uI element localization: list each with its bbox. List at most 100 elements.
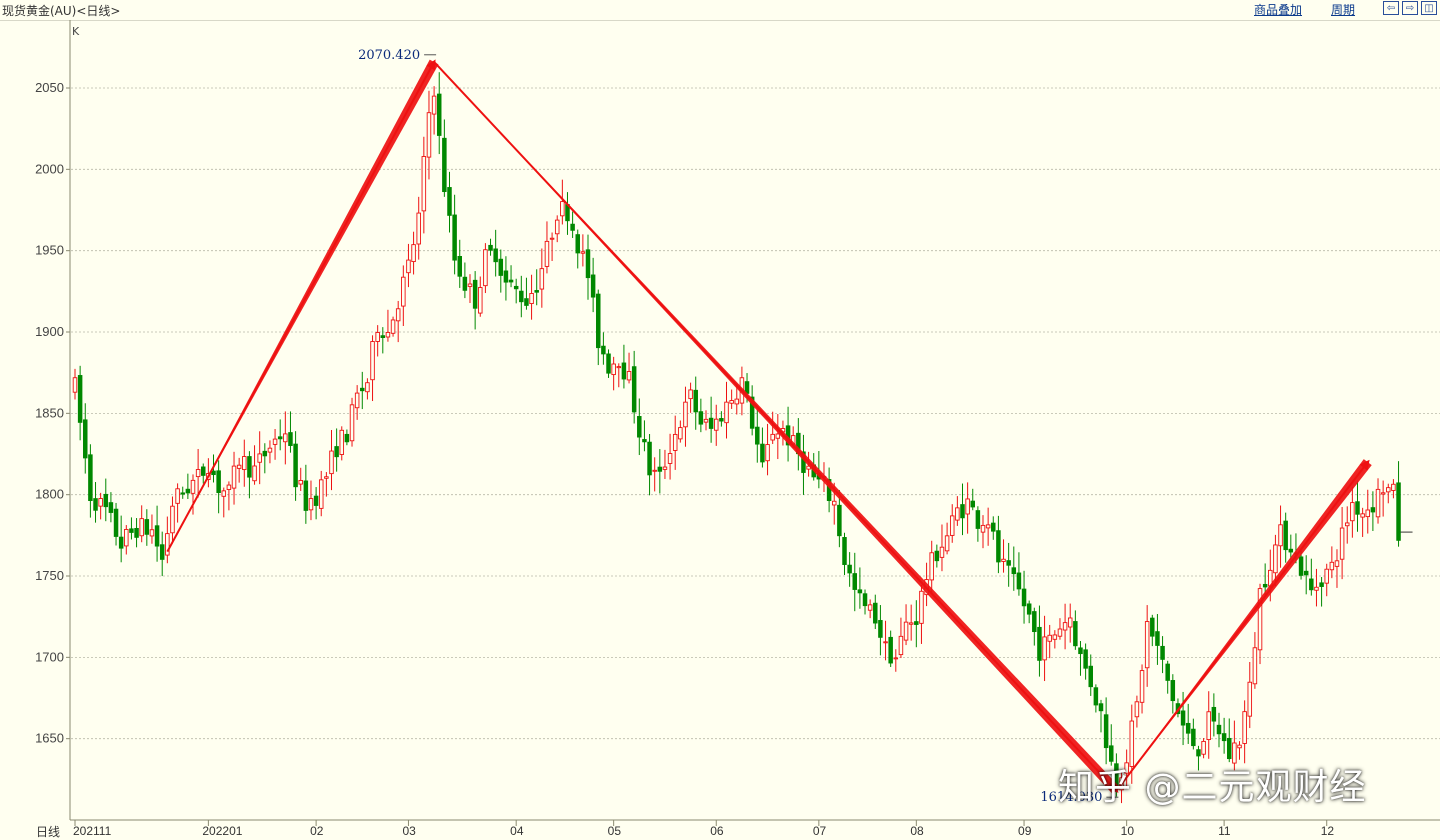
candle-up: [1365, 509, 1371, 518]
candle-up: [175, 488, 180, 504]
candle-down: [1021, 588, 1027, 607]
candle-up: [421, 156, 427, 212]
period-link[interactable]: 周期: [1331, 3, 1356, 17]
candle-down: [991, 522, 996, 532]
candle-down: [493, 248, 498, 263]
trend-arrow: [166, 59, 436, 553]
y-tick-label: 1700: [35, 649, 64, 664]
candle-up: [1057, 628, 1063, 637]
candle-up: [580, 251, 586, 254]
candle-up: [1334, 560, 1340, 567]
candle-down: [1216, 724, 1222, 735]
candle-down: [837, 504, 842, 537]
candle-up: [221, 490, 227, 497]
candle-up: [1375, 488, 1381, 518]
candle-up: [1252, 647, 1258, 685]
candle-down: [1155, 631, 1160, 646]
candle-up: [985, 524, 991, 529]
candle-up: [980, 524, 986, 533]
candle-down: [862, 593, 868, 607]
candle-down: [1078, 647, 1083, 655]
candle-up: [949, 515, 955, 536]
candle-up: [734, 398, 740, 405]
candle-up: [626, 371, 632, 381]
candle-down: [472, 279, 478, 309]
candle-up: [1134, 701, 1140, 718]
candle-down: [488, 244, 493, 251]
candle-down: [344, 433, 350, 443]
x-tick-label: 202111: [73, 824, 112, 838]
candle-up: [190, 479, 196, 494]
candle-down: [508, 279, 514, 283]
candle-down: [380, 335, 386, 338]
candle-up: [714, 418, 719, 431]
candle-up: [688, 389, 693, 400]
candle-up: [426, 112, 432, 158]
candle-down: [334, 446, 339, 458]
candle-up: [1129, 720, 1135, 767]
candle-down: [262, 450, 268, 457]
scroll-left-icon[interactable]: ⇦: [1383, 1, 1399, 15]
trend-arrow: [1115, 459, 1370, 792]
candle-up: [339, 429, 345, 455]
candle-down: [708, 417, 714, 429]
candle-up: [324, 476, 329, 479]
panel-toggle-icon[interactable]: ◫: [1421, 1, 1437, 15]
candle-down: [1396, 482, 1401, 541]
x-tick-label: 02: [310, 824, 324, 838]
candle-down: [590, 274, 596, 298]
candle-up: [939, 546, 945, 558]
candle-up: [242, 456, 247, 471]
candle-down: [447, 187, 452, 216]
candle-up: [831, 500, 837, 506]
candle-down: [1370, 507, 1376, 513]
candle-up: [72, 377, 78, 393]
candle-up: [411, 244, 416, 263]
y-tick-label: 1900: [35, 324, 64, 339]
candle-up: [616, 366, 622, 369]
candle-down: [159, 544, 165, 560]
candle-up: [298, 480, 303, 485]
candle-down: [642, 439, 647, 443]
candle-down: [360, 387, 365, 392]
candle-down: [77, 375, 83, 423]
candle-up: [724, 401, 729, 424]
x-tick-label: 12: [1321, 824, 1335, 838]
candle-up: [544, 240, 550, 267]
candle-up: [1139, 670, 1145, 703]
candle-up: [467, 283, 473, 287]
candle-up: [1001, 558, 1006, 562]
commodity-overlay-link[interactable]: 商品叠加: [1254, 3, 1303, 17]
candle-up: [1206, 711, 1211, 741]
candle-down: [436, 93, 442, 136]
x-tick-label: 06: [710, 824, 724, 838]
candle-down: [293, 443, 298, 488]
candle-down: [303, 480, 309, 511]
candle-down: [1196, 749, 1201, 757]
candle-down: [719, 418, 724, 422]
candle-up: [98, 498, 103, 507]
candle-up: [1324, 568, 1329, 584]
candle-down: [534, 290, 539, 293]
candle-down: [1073, 621, 1078, 647]
candle-down: [1032, 611, 1037, 633]
candle-down: [108, 502, 114, 513]
candle-up: [370, 341, 375, 381]
candle-up: [775, 433, 781, 439]
candle-up: [539, 268, 545, 290]
scroll-right-icon[interactable]: ⇨: [1402, 1, 1418, 15]
candle-down: [914, 621, 919, 625]
candle-up: [549, 237, 555, 240]
candle-up: [955, 507, 960, 521]
candle-down: [596, 293, 601, 349]
candle-down: [129, 528, 134, 533]
candle-up: [898, 635, 904, 656]
candle-down: [585, 249, 591, 279]
candle-down: [1088, 665, 1093, 688]
candle-up: [1237, 744, 1242, 749]
candle-up: [1391, 483, 1396, 491]
candle-down: [1226, 737, 1232, 760]
candle-down: [1298, 556, 1304, 576]
candle-up: [729, 400, 734, 404]
candle-up: [1329, 561, 1335, 571]
